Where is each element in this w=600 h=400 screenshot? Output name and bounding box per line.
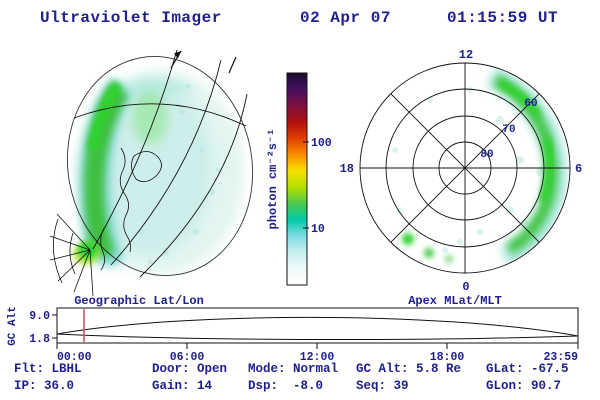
ytick-1.8: 1.8 <box>29 333 50 346</box>
app-title: Ultraviolet Imager <box>40 9 222 27</box>
mlat-ring-label-70: 70 <box>502 124 515 136</box>
mlt-label-12: 12 <box>459 48 473 62</box>
ytick-9: 9.0 <box>29 310 50 323</box>
colorbar-label: photon cm⁻²s⁻¹ <box>266 129 280 230</box>
time-label: 01:15:59 UT <box>447 9 559 27</box>
geo-caption: Geographic Lat/Lon <box>74 294 204 308</box>
geo-grid <box>66 49 254 278</box>
sun-direction-arrow <box>170 50 182 69</box>
status-flt: Flt: LBHL <box>14 362 82 376</box>
coastline-outlines <box>100 147 162 271</box>
status-door: Door: Open <box>152 362 228 376</box>
colorbar-tick-10: 10 <box>311 223 325 236</box>
timeline-ylabel: GC Alt <box>7 306 19 346</box>
mlat-ring-label-80: 80 <box>480 149 493 161</box>
mlt-label-18: 18 <box>340 162 354 176</box>
apex-caption: Apex MLat/MLT <box>408 294 502 308</box>
status-seq: Seq: 39 <box>356 379 409 393</box>
gc-alt-curve-lower <box>56 333 579 341</box>
xtick-0000: 00:00 <box>57 351 92 364</box>
xtick-2359: 23:59 <box>543 351 578 364</box>
polar-grid <box>359 62 571 274</box>
status-glat: GLat: -67.5 <box>486 362 569 376</box>
projection-fan <box>49 213 94 297</box>
status-ip: IP: 36.0 <box>14 379 75 393</box>
status-mode: Mode: Normal <box>248 362 339 376</box>
status-dsp: Dsp: -8.0 <box>248 379 324 393</box>
mlt-label-0: 0 <box>462 280 469 294</box>
status-glon: GLon: 90.7 <box>486 379 562 393</box>
xtick-1800: 18:00 <box>430 351 465 364</box>
mlat-ring-label-60: 60 <box>524 98 537 110</box>
status-gc-alt: GC Alt: 5.8 Re <box>356 362 462 376</box>
limb-tick <box>228 56 237 74</box>
timeline-plot: 9.0 1.8 GC Alt 00:00 06:00 12:00 18:00 2… <box>7 306 579 364</box>
mlt-label-6: 6 <box>575 162 582 176</box>
xtick-0600: 06:00 <box>170 351 205 364</box>
geo-panel <box>49 49 254 297</box>
date-label: 02 Apr 07 <box>300 9 391 27</box>
status-gain: Gain: 14 <box>152 379 213 393</box>
colorbar: 100 10 photon cm⁻²s⁻¹ <box>266 72 332 286</box>
colorbar-ramp <box>286 72 308 286</box>
gc-alt-curve-upper <box>56 316 579 337</box>
colorbar-tick-100: 100 <box>311 137 332 150</box>
polar-panel: 12 18 6 0 60 70 80 <box>340 48 583 294</box>
xtick-1200: 12:00 <box>300 351 335 364</box>
